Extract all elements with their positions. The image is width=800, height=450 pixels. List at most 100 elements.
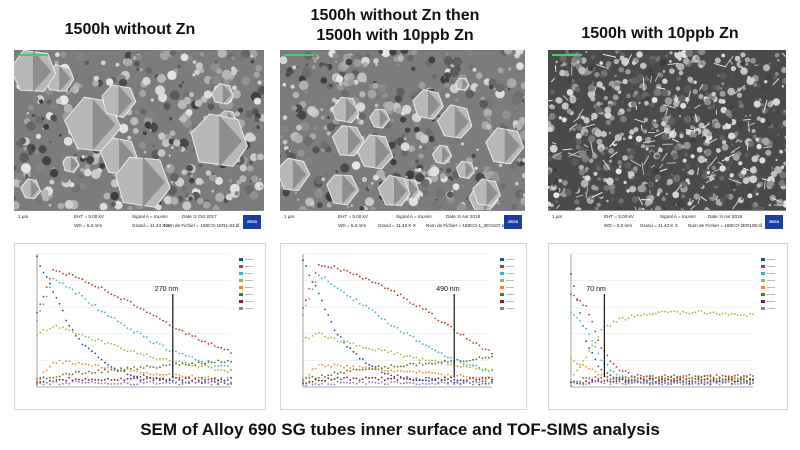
data-point — [481, 378, 484, 381]
data-point — [146, 336, 148, 338]
sem-grain — [253, 71, 260, 78]
sem-grain — [221, 69, 232, 80]
series-6 — [302, 376, 493, 385]
sem-grain — [347, 78, 355, 86]
data-point — [336, 380, 339, 383]
data-point — [576, 299, 578, 301]
data-point — [133, 377, 135, 379]
data-point — [597, 377, 600, 380]
sem-grain — [699, 183, 703, 188]
sem-grain — [31, 95, 39, 103]
sem-grain — [747, 140, 754, 147]
data-point — [399, 376, 402, 379]
sem-grain — [571, 185, 579, 193]
data-point — [428, 380, 430, 382]
data-point — [81, 379, 84, 382]
sem-grain — [14, 132, 16, 136]
sem-grain — [664, 97, 673, 105]
sem-grain — [284, 149, 292, 156]
data-point — [591, 340, 594, 342]
sem-grain — [361, 176, 368, 183]
data-point — [336, 372, 339, 375]
sem-needle — [656, 146, 660, 156]
sem-grain — [678, 115, 682, 118]
data-point — [152, 381, 155, 384]
data-point — [425, 308, 427, 311]
sem-grain — [139, 89, 147, 98]
sem-crystal — [455, 160, 475, 179]
data-point — [339, 270, 342, 272]
data-point — [740, 376, 742, 379]
data-point — [133, 369, 135, 372]
data-point — [152, 314, 155, 317]
data-point — [133, 383, 135, 386]
sem-grain — [575, 144, 581, 150]
data-point — [387, 383, 389, 385]
data-point — [126, 299, 129, 302]
data-point — [478, 344, 481, 347]
data-point — [606, 363, 609, 366]
sem-grain — [587, 65, 594, 72]
sem-grain — [676, 76, 681, 81]
sem-grain — [201, 180, 205, 184]
data-point — [440, 380, 443, 383]
data-point — [162, 373, 165, 376]
data-point — [133, 375, 135, 378]
legend-swatch — [239, 300, 243, 303]
sem-grain — [91, 169, 101, 179]
sem-grain — [591, 184, 597, 190]
data-point — [116, 368, 119, 371]
sem-grain — [84, 60, 90, 65]
sem-grain — [280, 135, 284, 139]
data-point — [104, 378, 106, 381]
sem-grain — [381, 50, 391, 58]
data-point — [615, 380, 618, 383]
sem-grain — [35, 115, 44, 125]
data-point — [582, 324, 584, 327]
data-point — [343, 339, 345, 342]
sem-grain — [777, 134, 780, 137]
data-point — [81, 278, 84, 281]
sem-grain — [729, 173, 734, 178]
sem-databar-3: 1 µm EHT = 5.00 kV WD = 5.0 mm Signal A … — [548, 210, 786, 235]
data-point — [431, 359, 433, 362]
data-point — [361, 381, 364, 384]
sem-grain — [705, 207, 709, 210]
sem-needle — [634, 206, 637, 211]
data-point — [418, 340, 421, 343]
data-point — [418, 370, 421, 373]
sem-grain — [752, 166, 757, 170]
data-point — [459, 379, 462, 381]
data-point — [327, 266, 330, 268]
sem-grain — [659, 59, 667, 67]
data-point — [302, 307, 304, 309]
data-point — [87, 381, 90, 384]
sem-grain — [194, 69, 201, 75]
data-point — [197, 361, 200, 363]
data-point — [609, 383, 612, 385]
data-point — [226, 348, 229, 351]
sem-grain — [614, 141, 617, 145]
sem-crystal — [369, 108, 391, 129]
data-point — [91, 380, 93, 383]
data-point — [71, 288, 74, 291]
data-point — [184, 382, 187, 384]
data-point — [133, 350, 135, 352]
data-point — [129, 377, 132, 380]
sem-grain — [316, 202, 323, 209]
data-point — [573, 285, 575, 288]
sem-grain — [668, 117, 676, 126]
sem-grain — [329, 83, 333, 88]
data-point — [685, 375, 688, 377]
sem-grain — [475, 72, 483, 79]
data-point — [727, 313, 730, 316]
sem-grain — [571, 158, 579, 167]
sem-grain — [675, 86, 681, 91]
data-point — [84, 335, 87, 338]
sem-grain — [460, 142, 465, 146]
sem-grain — [750, 57, 756, 64]
data-point — [104, 342, 106, 345]
data-point — [642, 382, 645, 385]
data-point — [661, 375, 663, 378]
sem-grain — [297, 198, 300, 201]
